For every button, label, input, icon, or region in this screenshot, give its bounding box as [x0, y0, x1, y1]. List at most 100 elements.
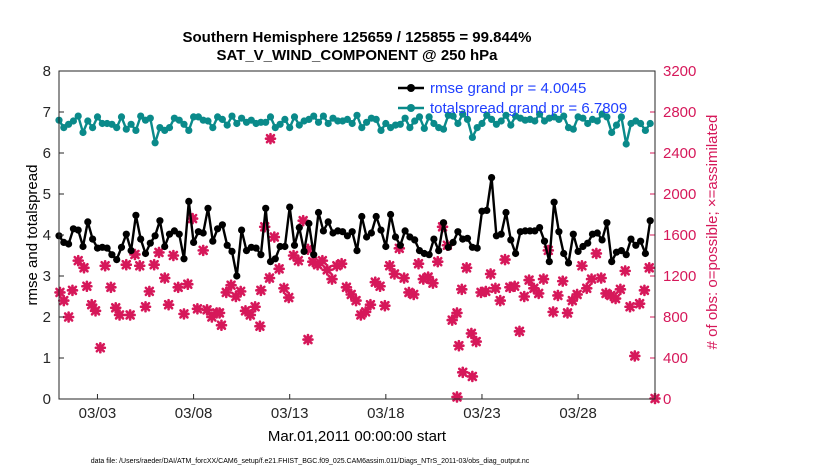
spread-point	[531, 117, 539, 125]
spread-point	[286, 124, 294, 132]
rmse-point	[358, 212, 366, 221]
obs-marker	[255, 284, 267, 297]
obs-marker-shape	[480, 285, 492, 298]
spread-point	[396, 120, 404, 128]
obs-marker-shape	[364, 298, 377, 311]
obs-marker	[105, 281, 117, 294]
obs-marker-shape	[186, 212, 199, 225]
spread-point	[502, 111, 510, 119]
spread-point	[314, 118, 323, 126]
x-tick-label: 03/13	[271, 405, 309, 422]
obs-marker-shape	[379, 299, 391, 312]
obs-marker	[585, 273, 598, 285]
rmse-point	[324, 218, 332, 226]
obs-marker-shape	[255, 284, 267, 297]
obs-marker	[335, 257, 348, 270]
obs-marker-shape	[590, 247, 603, 260]
obs-marker-shape	[451, 391, 463, 403]
spread-point	[420, 124, 428, 132]
obs-marker-shape	[417, 273, 430, 285]
spread-point	[93, 113, 102, 121]
rmse-point	[382, 242, 390, 251]
y-left-tick-label: 4	[43, 227, 51, 244]
obs-marker	[220, 286, 233, 299]
obs-marker	[316, 254, 329, 267]
rmse-point	[401, 227, 409, 235]
spread-point	[617, 113, 626, 121]
obs-marker-shape	[326, 273, 338, 285]
obs-marker	[331, 259, 343, 272]
rmse-point	[310, 251, 318, 259]
rmse-point	[502, 208, 510, 217]
obs-marker	[532, 287, 545, 300]
obs-marker-shape	[369, 276, 382, 288]
obs-marker	[580, 282, 593, 295]
rmse-point	[218, 221, 226, 229]
x-tick-label: 03/03	[79, 405, 117, 422]
rmse-point	[598, 236, 606, 244]
obs-marker	[263, 272, 276, 284]
spread-point	[377, 126, 385, 134]
spread-point	[430, 119, 438, 128]
rmse-point	[180, 255, 188, 263]
obs-marker	[62, 311, 75, 323]
obs-marker-shape	[422, 271, 434, 283]
obs-marker-shape	[431, 255, 444, 268]
obs-marker	[66, 284, 79, 297]
obs-marker	[643, 262, 656, 274]
rmse-point	[262, 204, 270, 212]
obs-marker-shape	[638, 284, 651, 297]
obs-marker-shape	[191, 303, 204, 315]
obs-marker-shape	[532, 287, 545, 300]
rmse-point	[608, 258, 616, 266]
rmse-point	[137, 235, 145, 243]
rmse-point	[632, 241, 640, 249]
obs-marker-shape	[350, 294, 362, 307]
obs-marker-shape	[124, 309, 136, 321]
rmse-point	[473, 244, 481, 252]
spread-point	[276, 120, 284, 128]
obs-marker-shape	[331, 259, 343, 272]
rmse-point	[627, 235, 635, 243]
spread-point	[262, 118, 270, 126]
obs-marker	[470, 335, 482, 348]
rmse-point	[439, 219, 448, 227]
spread-point	[69, 117, 77, 125]
obs-marker-shape	[355, 309, 367, 321]
spread-point	[117, 113, 126, 121]
spread-point	[233, 119, 241, 128]
obs-marker	[355, 309, 367, 321]
obs-marker-shape	[105, 281, 117, 294]
spread-point	[165, 124, 174, 132]
spread-point	[425, 113, 433, 121]
obs-marker-shape	[489, 282, 502, 295]
obs-marker	[407, 288, 420, 301]
rmse-point	[497, 230, 505, 238]
obs-marker-shape	[465, 327, 478, 340]
rmse-point	[435, 247, 443, 255]
obs-marker-shape	[178, 308, 190, 320]
obs-marker	[178, 308, 190, 320]
obs-marker	[81, 280, 93, 293]
obs-marker	[302, 243, 314, 256]
obs-marker-shape	[302, 333, 314, 346]
spread-point	[209, 124, 217, 132]
rmse-point	[223, 241, 231, 249]
obs-marker	[446, 314, 458, 326]
legend: rmse grand pr = 4.0045 totalspread grand…	[398, 80, 627, 117]
obs-marker	[374, 280, 386, 293]
rmse-point	[560, 249, 568, 258]
obs-marker-shape	[460, 262, 473, 274]
obs-marker	[197, 244, 209, 257]
obs-marker	[292, 254, 305, 267]
obs-marker-shape	[508, 280, 521, 293]
obs-marker	[494, 294, 507, 307]
obs-marker-shape	[311, 258, 324, 271]
obs-marker	[321, 264, 333, 276]
y-right-tick-label: 0	[663, 391, 671, 408]
rmse-point	[199, 229, 207, 237]
obs-marker	[403, 286, 415, 299]
obs-marker	[590, 247, 603, 260]
obs-marker-shape	[133, 259, 146, 272]
rmse-point	[641, 249, 650, 258]
